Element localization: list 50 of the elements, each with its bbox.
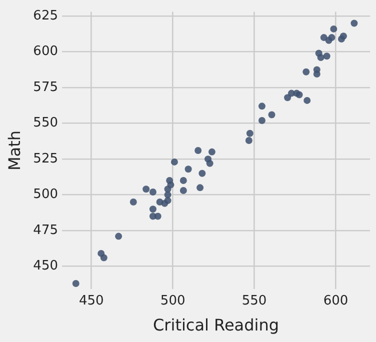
- point: [170, 158, 178, 166]
- point: [320, 34, 328, 42]
- point: [154, 212, 162, 220]
- point: [72, 280, 80, 287]
- y-tick-label: 525: [33, 151, 58, 166]
- point: [184, 166, 192, 173]
- y-tick-label: 625: [33, 8, 58, 24]
- x-tick-label: 450: [78, 293, 104, 308]
- point: [115, 232, 122, 240]
- point: [198, 170, 206, 177]
- point: [167, 181, 174, 188]
- point: [328, 34, 336, 42]
- point: [284, 94, 292, 102]
- point: [304, 96, 311, 104]
- y-tick-label: 600: [33, 44, 58, 60]
- point: [245, 136, 252, 144]
- point: [340, 32, 347, 40]
- point: [180, 187, 187, 194]
- point: [350, 20, 358, 27]
- point: [194, 147, 202, 154]
- point: [208, 148, 216, 156]
- y-tick-label: 575: [33, 80, 58, 95]
- point: [164, 197, 172, 204]
- point: [246, 130, 254, 137]
- point: [100, 254, 108, 262]
- point: [296, 91, 303, 98]
- x-tick-label: 550: [242, 293, 267, 308]
- point: [268, 111, 276, 118]
- point: [317, 54, 324, 62]
- point: [323, 52, 330, 60]
- point: [142, 186, 150, 193]
- point: [330, 25, 338, 32]
- y-tick-label: 500: [33, 187, 58, 202]
- x-axis-title: Critical Reading: [153, 316, 280, 335]
- y-tick-label: 450: [33, 258, 58, 274]
- point: [180, 177, 187, 184]
- point: [206, 160, 214, 167]
- x-tick-label: 600: [323, 293, 348, 308]
- x-tick-label: 500: [160, 293, 186, 308]
- y-tick-label: 550: [33, 116, 58, 131]
- point: [258, 102, 266, 110]
- point: [130, 198, 137, 206]
- point: [313, 70, 320, 78]
- point: [149, 188, 156, 196]
- y-tick-label: 475: [33, 222, 58, 238]
- y-axis-title: Math: [4, 130, 24, 171]
- point: [258, 116, 266, 124]
- point: [149, 206, 156, 213]
- point: [196, 184, 204, 192]
- point: [302, 68, 310, 76]
